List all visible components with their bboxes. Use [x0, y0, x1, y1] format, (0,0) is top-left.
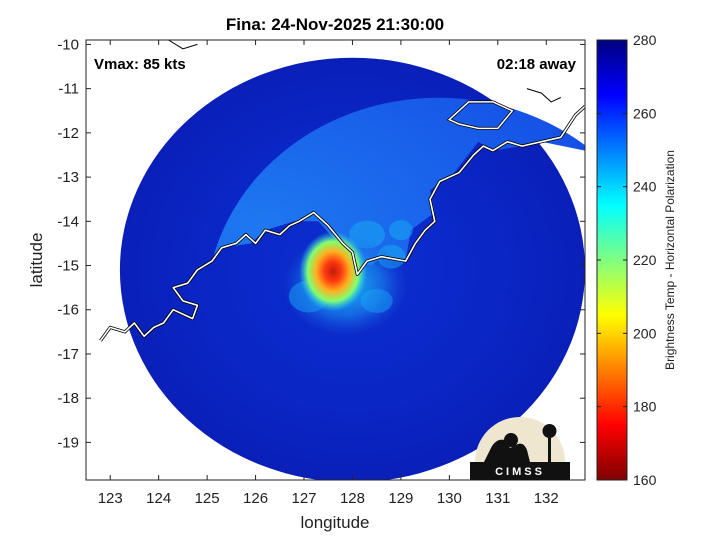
x-tick-label: 126: [243, 490, 268, 507]
plot-area: [86, 40, 585, 480]
coastline: [99, 40, 585, 342]
y-tick-label: -17: [57, 346, 79, 363]
colorbar-tick-label: 260: [633, 105, 657, 121]
x-tick-label: 131: [485, 490, 510, 507]
colorbar-ticks: 160 180 200 220 240 260 280: [597, 32, 657, 488]
y-tick-label: -13: [57, 169, 79, 186]
y-axis-ticks: -10 -11 -12 -13 -14 -15 -16 -17 -18 -19: [57, 36, 585, 451]
x-tick-label: 128: [340, 490, 365, 507]
colorbar: [596, 39, 628, 481]
colorbar-label: Brightness Temp - Horizontal Polarizatio…: [663, 150, 677, 370]
x-tick-label: 127: [291, 490, 316, 507]
x-tick-label: 132: [534, 490, 559, 507]
vmax-annotation: Vmax: 85 kts: [94, 56, 186, 73]
colorbar-tick-label: 220: [633, 252, 657, 268]
logo-text: CIMSS: [495, 466, 545, 478]
logo-dish-top: [504, 433, 518, 447]
coastline-main: [99, 105, 585, 342]
logo-satellite-dishes: [484, 439, 530, 462]
coast-fragment: [168, 40, 198, 50]
y-tick-label: -18: [57, 390, 79, 407]
time-offset-annotation: 02:18 away: [497, 56, 577, 73]
x-axis-ticks: 123 124 125 126 127 128 129 130 131 132: [98, 40, 559, 507]
colorbar-tick-label: 280: [633, 32, 657, 48]
logo-tower-leg: [548, 436, 551, 462]
y-tick-label: -16: [57, 302, 79, 319]
x-tick-label: 130: [437, 490, 462, 507]
y-tick-label: -19: [57, 434, 79, 451]
y-axis-label: latitude: [27, 233, 46, 288]
cimss-logo: CIMSS: [470, 417, 570, 480]
y-tick-label: -14: [57, 213, 79, 230]
x-axis-label: longitude: [300, 513, 369, 532]
y-tick-label: -10: [57, 36, 79, 53]
colorbar-tick-label: 200: [633, 325, 657, 341]
convective-patch: [388, 220, 413, 241]
x-tick-label: 125: [195, 490, 220, 507]
colorbar-tick-label: 180: [633, 399, 657, 415]
logo-banner: [470, 462, 570, 480]
coast-fragment: [526, 88, 562, 103]
x-tick-label: 124: [146, 490, 171, 507]
chart-title: Fina: 24-Nov-2025 21:30:00: [226, 15, 444, 34]
x-tick-label: 129: [388, 490, 413, 507]
y-tick-label: -15: [57, 258, 79, 275]
colorbar-tick-label: 160: [633, 472, 657, 488]
colorbar-tick-label: 240: [633, 179, 657, 195]
plot-frame: [85, 39, 586, 481]
y-tick-label: -12: [57, 125, 79, 142]
logo-tower-tank: [542, 424, 557, 438]
x-tick-label: 123: [98, 490, 123, 507]
y-tick-label: -11: [58, 81, 79, 98]
island-outline: [447, 101, 514, 130]
